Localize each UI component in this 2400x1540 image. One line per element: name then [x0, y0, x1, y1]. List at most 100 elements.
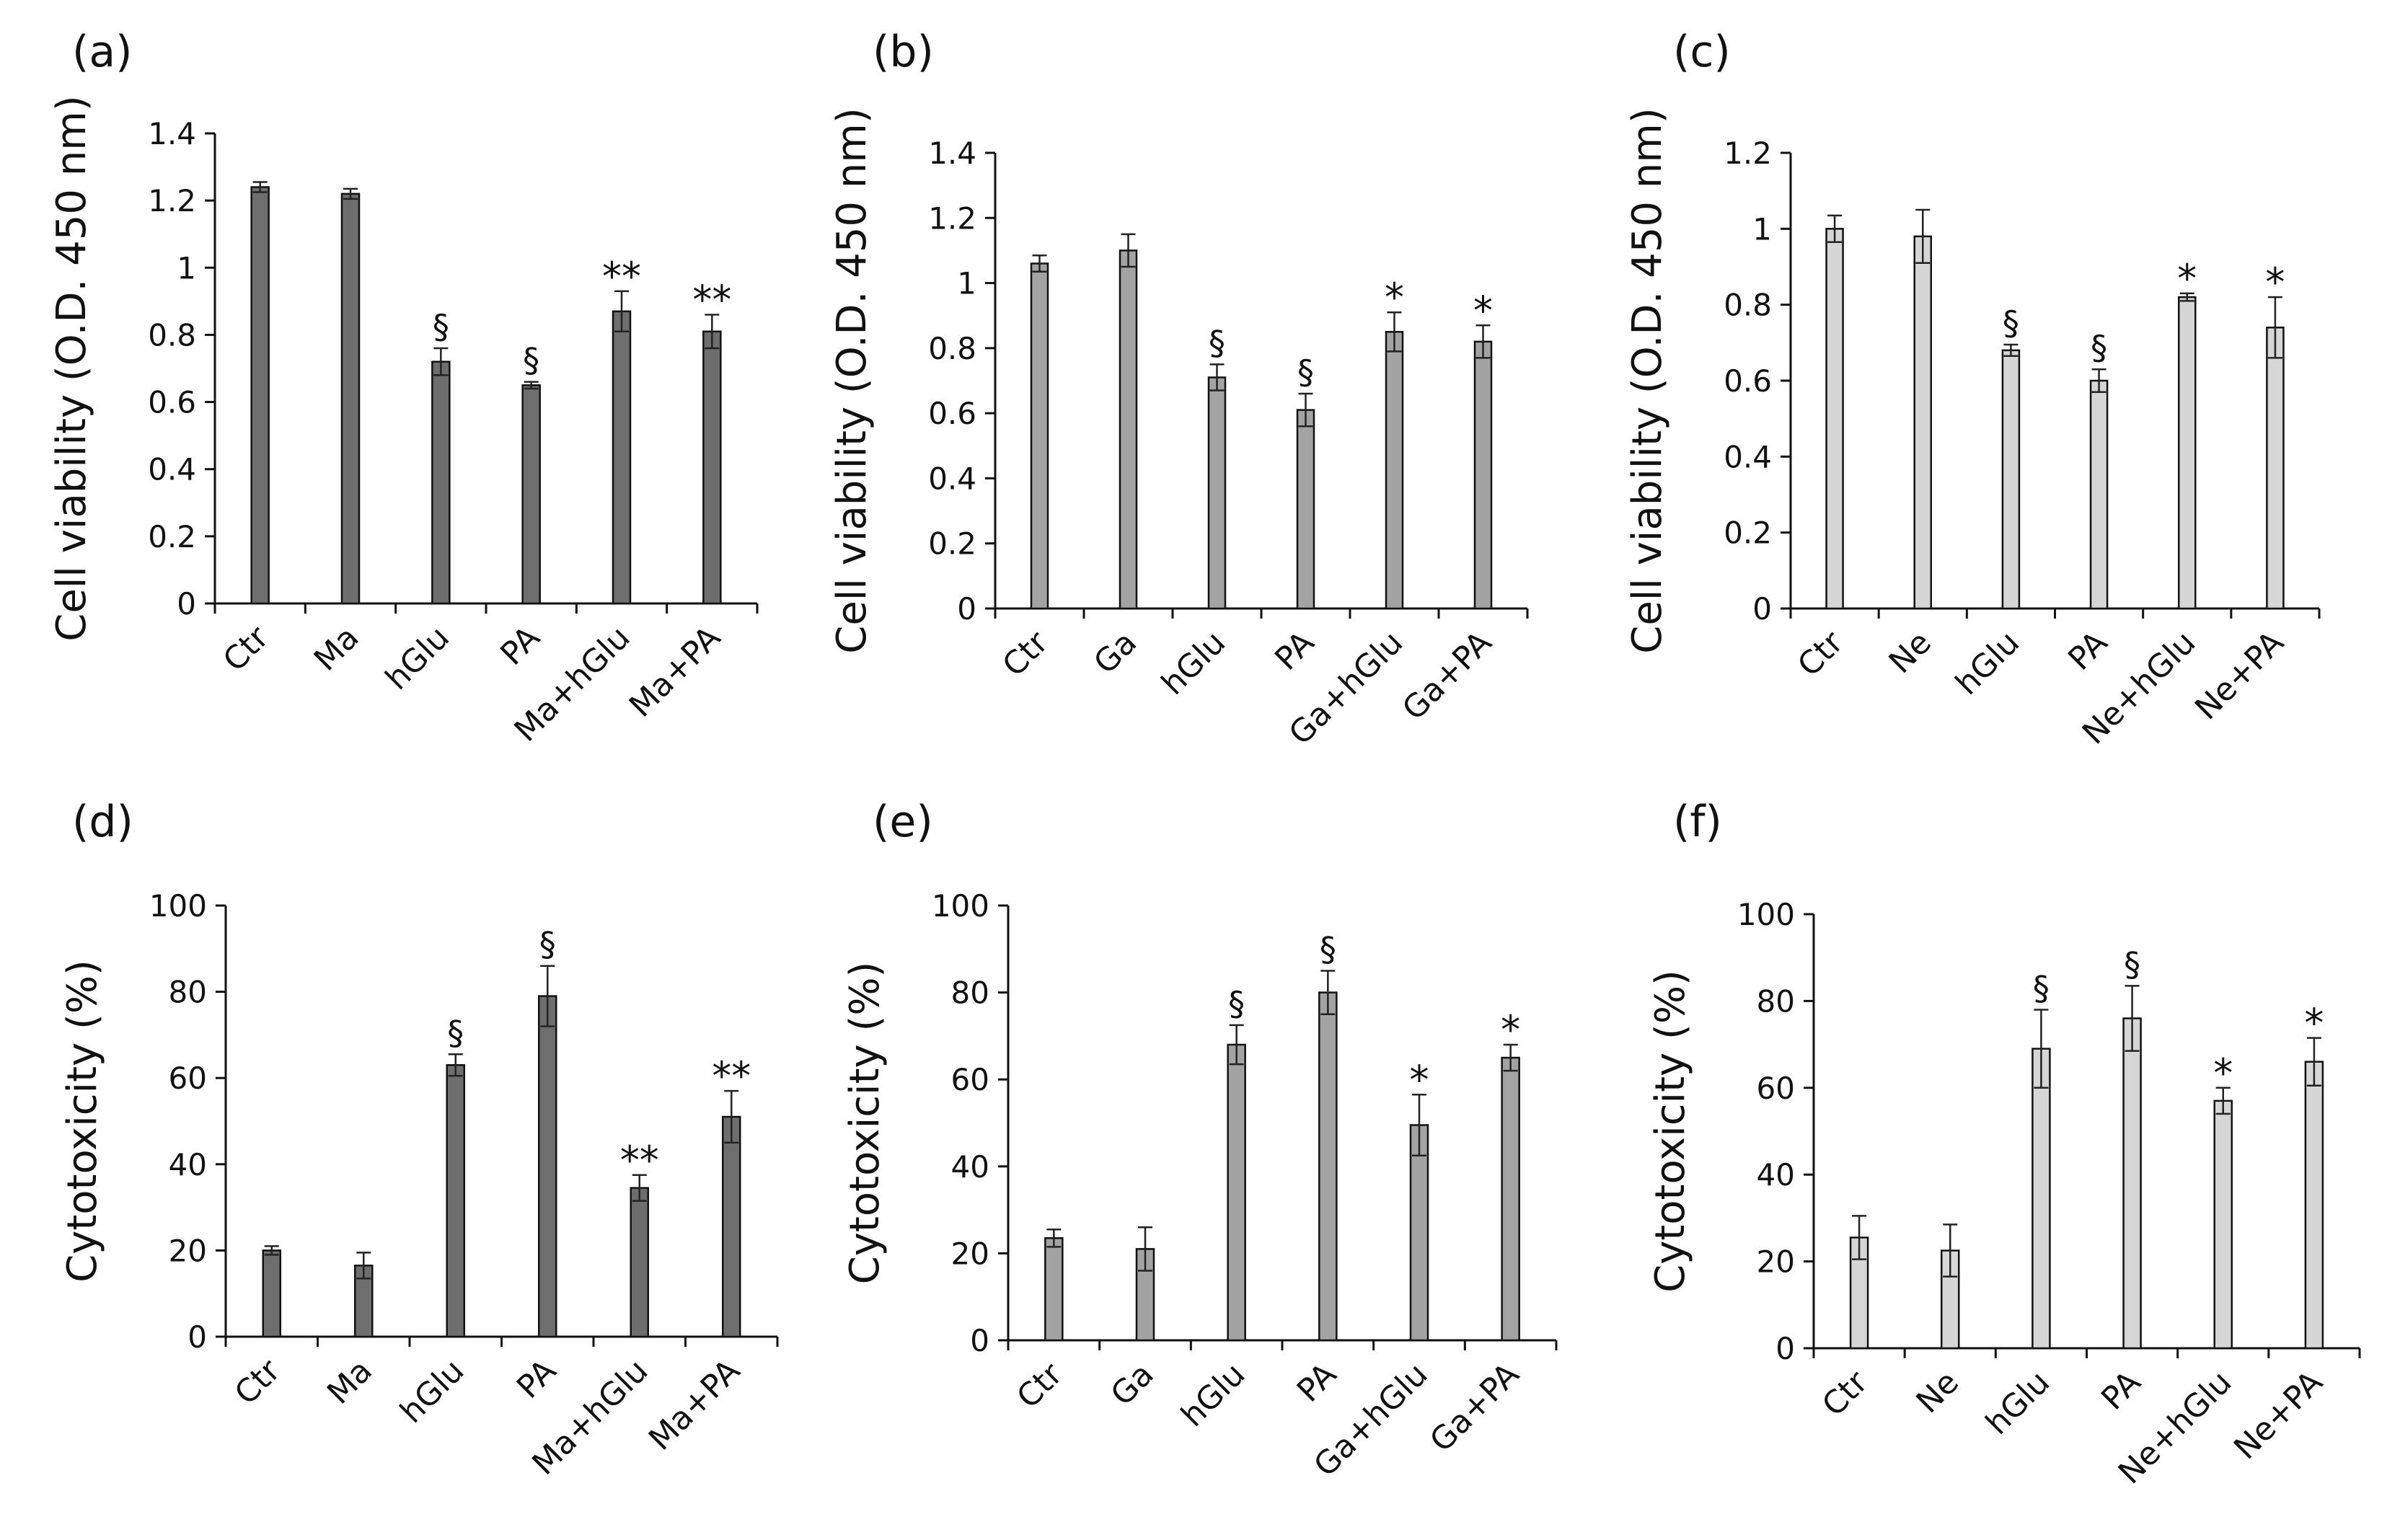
bar	[340, 192, 361, 605]
y-axis-label: Cytotoxicity (%)	[59, 960, 106, 1283]
y-tick-label: 60	[169, 1061, 207, 1096]
y-tick-label: 40	[169, 1147, 207, 1182]
x-tick-label: Ma	[307, 619, 366, 678]
significance-label: §	[2091, 328, 2107, 367]
significance-label: **	[692, 277, 731, 322]
y-tick-label: 0.8	[1724, 288, 1772, 323]
x-tick-label: hGlu	[393, 1353, 471, 1430]
y-tick-label: 100	[149, 888, 207, 924]
y-axis-label: Cell viability (O.D. 450 nm)	[48, 95, 95, 641]
y-tick-label: 80	[1757, 983, 1795, 1019]
significance-label: *	[1410, 1057, 1429, 1102]
y-tick-label: 0.4	[1724, 439, 1772, 474]
x-tick-label: hGlu	[1155, 624, 1232, 702]
y-tick-label: 1.2	[148, 183, 196, 218]
significance-label: §	[1209, 323, 1225, 362]
bar	[1913, 235, 1932, 610]
bar	[1318, 991, 1338, 1342]
x-tick-label: Ne	[1910, 1364, 1966, 1420]
bar	[262, 1249, 281, 1338]
y-tick-label: 1.4	[928, 136, 976, 171]
panel-label: (f)	[1673, 797, 1722, 847]
bar	[1296, 409, 1315, 610]
x-tick-label: Ctr	[228, 1352, 288, 1412]
x-tick-label: hGlu	[1174, 1356, 1252, 1434]
significance-label: *	[1385, 275, 1404, 320]
chart-panel-f: (f) Cytotoxicity (%) 0 20 40 60 80 100 Ctr Ne § hGl…	[1601, 770, 2400, 1540]
bar	[2266, 327, 2285, 610]
bar	[446, 1064, 465, 1338]
significance-label: §	[433, 307, 449, 346]
chart-svg: (e) Cytotoxicity (%) 0 20 40 60 80 100 Ctr Ga § hGl…	[842, 797, 1558, 1484]
x-tick-label: Ctr	[216, 619, 276, 678]
bar	[2031, 1048, 2051, 1350]
x-tick-label: Ga	[1104, 1356, 1161, 1413]
y-tick-label: 0.6	[1724, 363, 1772, 399]
significance-label: *	[1473, 288, 1493, 333]
x-tick-label: Ctr	[995, 624, 1055, 683]
panel-label: (d)	[72, 797, 133, 847]
significance-label: §	[1228, 984, 1245, 1023]
y-tick-label: 1	[177, 250, 196, 286]
chart-panel-b: (b) Cell viability (O.D. 450 nm) 0 0.2 0.4 0.…	[800, 0, 1601, 770]
x-tick-label: PA	[1268, 624, 1321, 678]
chart-panel-d: (d) Cytotoxicity (%) 0 20 40 60 80 100 Ctr Ma § hGl…	[0, 770, 800, 1540]
y-tick-label: 40	[951, 1149, 989, 1185]
y-tick-label: 0	[970, 1323, 989, 1358]
chart-panel-e: (e) Cytotoxicity (%) 0 20 40 60 80 100 Ctr Ga § hGl…	[800, 770, 1601, 1540]
x-tick-label: PA	[493, 619, 547, 673]
panel-label: (a)	[72, 27, 133, 77]
y-tick-label: 0.8	[148, 317, 196, 353]
significance-label: *	[2213, 1050, 2233, 1096]
y-axis-label: Cell viability (O.D. 450 nm)	[1624, 107, 1671, 653]
y-tick-label: 0.6	[148, 385, 196, 420]
bar	[1119, 249, 1138, 610]
bar	[2122, 1017, 2142, 1350]
bar	[1501, 1056, 1520, 1342]
y-tick-label: 0.8	[928, 331, 976, 366]
x-tick-label: Ma+PA	[622, 619, 728, 725]
significance-label: **	[602, 254, 641, 299]
significance-label: §	[523, 341, 539, 380]
y-tick-label: 0.4	[148, 452, 196, 487]
significance-label: **	[620, 1138, 659, 1183]
x-tick-label: PA	[2061, 624, 2114, 678]
y-tick-label: 1.2	[1724, 136, 1772, 171]
x-tick-label: Ctr	[1791, 624, 1850, 683]
significance-label: *	[2304, 1001, 2324, 1046]
significance-label: §	[447, 1013, 464, 1052]
significance-label: *	[2177, 256, 2197, 301]
bar	[2213, 1099, 2233, 1350]
y-tick-label: 0.2	[1724, 515, 1772, 551]
chart-svg: (f) Cytotoxicity (%) 0 20 40 60 80 100 Ctr Ne § hGl…	[1647, 797, 2361, 1491]
significance-label: **	[712, 1053, 751, 1099]
x-tick-label: hGlu	[1949, 624, 2026, 702]
bar	[1409, 1124, 1429, 1342]
y-axis-label: Cytotoxicity (%)	[842, 962, 888, 1285]
y-tick-label: 100	[1737, 897, 1795, 932]
y-tick-label: 0	[957, 591, 976, 627]
y-tick-label: 40	[1757, 1157, 1795, 1192]
significance-label: §	[539, 925, 556, 964]
y-tick-label: 20	[951, 1236, 989, 1271]
significance-label: *	[1501, 1007, 1520, 1053]
y-tick-label: 0.4	[928, 461, 976, 496]
bar	[538, 995, 557, 1338]
chart-svg: (d) Cytotoxicity (%) 0 20 40 60 80 100 Ctr Ma § hGl…	[59, 797, 779, 1482]
bar	[1825, 228, 1844, 610]
y-tick-label: 20	[169, 1233, 207, 1268]
bar	[2304, 1061, 2324, 1350]
bar	[612, 310, 632, 605]
significance-label: §	[2003, 304, 2019, 342]
y-tick-label: 0.2	[148, 519, 196, 554]
chart-panel-a: (a) Cell viability (O.D. 450 nm) 0 0.2 0.4 0.…	[0, 0, 800, 770]
x-tick-label: Ctr	[1815, 1363, 1875, 1423]
bar	[521, 384, 541, 605]
y-tick-label: 0.2	[928, 526, 976, 562]
bar	[1385, 331, 1404, 610]
y-tick-label: 0.6	[928, 396, 976, 431]
bar	[1207, 376, 1227, 610]
bar	[431, 360, 451, 605]
significance-label: §	[2033, 968, 2050, 1007]
x-tick-label: Ne	[1882, 624, 1938, 681]
